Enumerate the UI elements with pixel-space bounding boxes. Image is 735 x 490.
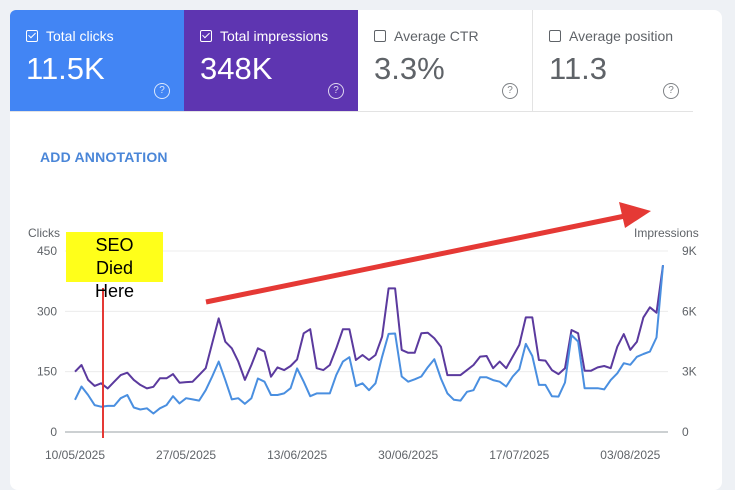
right-axis-label: Impressions xyxy=(634,226,699,240)
left-axis-label: Clicks xyxy=(28,226,60,240)
left-tick-label: 150 xyxy=(37,365,57,379)
x-tick-label: 10/05/2025 xyxy=(45,448,105,462)
annotation-text: SEO Died Here xyxy=(80,234,150,303)
seo-died-annotation: SEO Died Here xyxy=(66,232,163,282)
left-tick-label: 0 xyxy=(50,425,57,439)
series-line-impressions xyxy=(75,265,663,388)
right-tick-label: 9K xyxy=(682,244,697,258)
series-line-clicks xyxy=(75,265,663,413)
x-tick-label: 17/07/2025 xyxy=(489,448,549,462)
left-tick-label: 300 xyxy=(37,304,57,318)
right-tick-label: 6K xyxy=(682,304,697,318)
x-tick-label: 13/06/2025 xyxy=(267,448,327,462)
x-tick-label: 27/05/2025 xyxy=(156,448,216,462)
right-tick-label: 0 xyxy=(682,425,689,439)
trend-arrow-head-icon xyxy=(619,202,651,228)
left-tick-label: 450 xyxy=(37,244,57,258)
trend-arrow-shaft xyxy=(206,216,625,302)
x-tick-label: 30/06/2025 xyxy=(378,448,438,462)
x-tick-label: 03/08/2025 xyxy=(600,448,660,462)
right-tick-label: 3K xyxy=(682,365,697,379)
